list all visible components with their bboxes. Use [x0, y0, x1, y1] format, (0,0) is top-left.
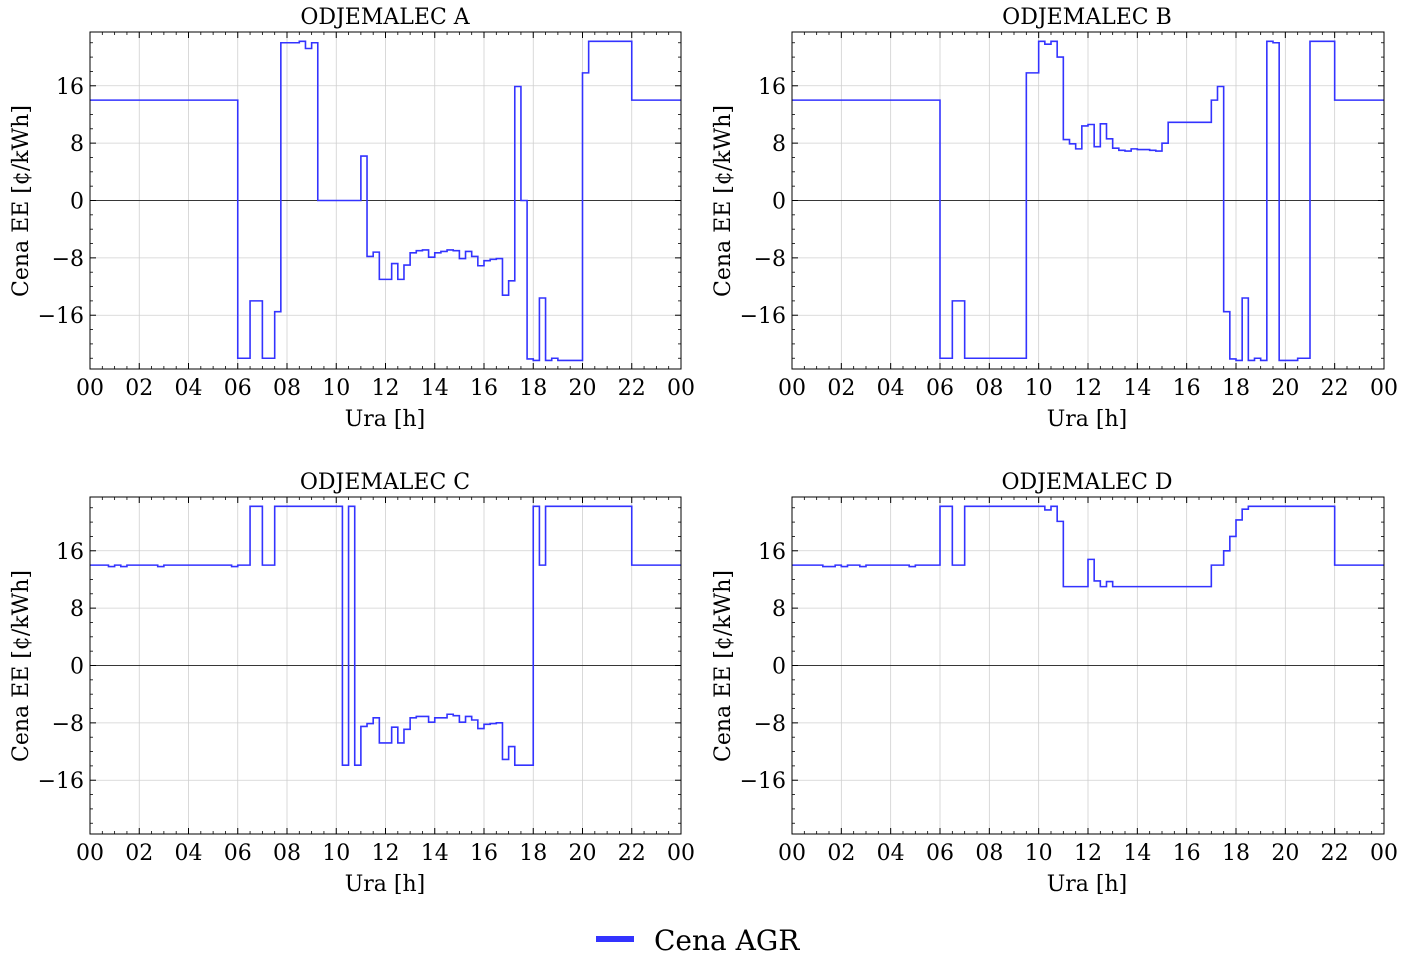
x-tick-label: 00 — [76, 376, 104, 401]
x-tick-label: 04 — [175, 376, 203, 401]
y-tick-label: 16 — [758, 75, 786, 100]
y-tick-label: −16 — [740, 769, 786, 794]
x-tick-label: 16 — [1173, 841, 1201, 866]
series-line-cena-agr — [792, 505, 1384, 588]
subplot-odjemalec-c: ODJEMALEC C Ura [h] Cena EE [¢/kWh] 00 02… — [9, 470, 695, 897]
x-tick-label: 12 — [1074, 841, 1102, 866]
x-tick-label: 06 — [224, 376, 252, 401]
x-axis-label: Ura [h] — [1047, 407, 1128, 432]
x-tick-label: 04 — [877, 376, 905, 401]
x-tick-label: 20 — [1271, 376, 1299, 401]
x-axis-label: Ura [h] — [345, 407, 426, 432]
x-tick-label: 04 — [175, 841, 203, 866]
x-tick-label: 16 — [470, 841, 498, 866]
x-tick-label: 16 — [470, 376, 498, 401]
subplot-title: ODJEMALEC B — [1002, 5, 1172, 30]
y-tick-label: 0 — [70, 655, 84, 680]
x-tick-label: 14 — [1123, 841, 1151, 866]
y-axis-label: Cena EE [¢/kWh] — [9, 105, 34, 297]
y-tick-label: 16 — [758, 540, 786, 565]
y-tick-label: 16 — [56, 540, 84, 565]
x-tick-label: 14 — [421, 376, 449, 401]
x-tick-label: 00 — [778, 841, 806, 866]
x-tick-label: 04 — [877, 841, 905, 866]
x-tick-label: 08 — [975, 376, 1003, 401]
y-tick-label: 0 — [772, 190, 786, 215]
x-tick-label: 08 — [273, 376, 301, 401]
x-tick-label: 18 — [1222, 841, 1250, 866]
subplot-odjemalec-d: ODJEMALEC D Ura [h] Cena EE [¢/kWh] 00 02… — [711, 470, 1398, 897]
plot-frame — [89, 496, 682, 835]
x-tick-label: 06 — [926, 376, 954, 401]
x-tick-label: 14 — [421, 841, 449, 866]
series-line-cena-agr — [90, 505, 681, 766]
legend-label: Cena AGR — [654, 924, 800, 957]
x-tick-label: 12 — [1074, 376, 1102, 401]
x-tick-label: 08 — [975, 841, 1003, 866]
x-tick-label: 18 — [519, 376, 547, 401]
y-tick-label: −8 — [754, 712, 786, 737]
y-tick-label: 8 — [772, 132, 786, 157]
x-tick-label: 20 — [569, 376, 597, 401]
y-tick-label: −8 — [52, 712, 84, 737]
x-tick-label: 10 — [1025, 376, 1053, 401]
x-tick-label: 00 — [76, 841, 104, 866]
x-axis-label: Ura [h] — [1047, 872, 1128, 897]
series-line-cena-agr — [90, 40, 681, 362]
y-axis-label: Cena EE [¢/kWh] — [711, 105, 736, 297]
x-tick-label: 06 — [224, 841, 252, 866]
x-tick-label: 14 — [1123, 376, 1151, 401]
x-tick-label: 20 — [569, 841, 597, 866]
y-tick-label: 8 — [70, 597, 84, 622]
subplot-odjemalec-a: ODJEMALEC A Ura [h] Cena EE [¢/kWh] 00 02… — [9, 5, 695, 432]
x-tick-label: 18 — [519, 841, 547, 866]
y-tick-label: 0 — [70, 190, 84, 215]
y-tick-label: 8 — [70, 132, 84, 157]
x-tick-label: 10 — [322, 376, 350, 401]
x-tick-label: 00 — [667, 376, 695, 401]
y-axis-label: Cena EE [¢/kWh] — [711, 570, 736, 762]
x-tick-label: 22 — [618, 376, 646, 401]
subplot-title: ODJEMALEC A — [300, 5, 470, 30]
x-tick-label: 10 — [322, 841, 350, 866]
x-tick-label: 02 — [827, 376, 855, 401]
y-tick-label: 8 — [772, 597, 786, 622]
x-tick-label: 00 — [778, 376, 806, 401]
x-tick-label: 18 — [1222, 376, 1250, 401]
y-tick-label: −8 — [52, 247, 84, 272]
subplot-title: ODJEMALEC D — [1001, 470, 1172, 495]
legend: Cena AGR — [596, 924, 800, 957]
x-tick-label: 22 — [1321, 841, 1349, 866]
y-tick-label: −16 — [38, 769, 84, 794]
x-tick-label: 22 — [1321, 376, 1349, 401]
x-tick-label: 00 — [1370, 376, 1398, 401]
x-tick-label: 06 — [926, 841, 954, 866]
x-axis-label: Ura [h] — [345, 872, 426, 897]
y-axis-label: Cena EE [¢/kWh] — [9, 570, 34, 762]
x-tick-label: 20 — [1271, 841, 1299, 866]
x-tick-label: 16 — [1173, 376, 1201, 401]
y-tick-label: −16 — [740, 304, 786, 329]
x-tick-label: 12 — [372, 376, 400, 401]
subplot-title: ODJEMALEC C — [300, 470, 470, 495]
plot-frame — [791, 31, 1385, 370]
x-tick-label: 12 — [372, 841, 400, 866]
y-tick-label: −16 — [38, 304, 84, 329]
x-tick-label: 08 — [273, 841, 301, 866]
series-line-cena-agr — [792, 40, 1384, 362]
plot-frame — [791, 496, 1385, 835]
x-tick-label: 10 — [1025, 841, 1053, 866]
x-tick-label: 02 — [125, 376, 153, 401]
y-tick-label: 0 — [772, 655, 786, 680]
y-tick-label: −8 — [754, 247, 786, 272]
y-tick-label: 16 — [56, 75, 84, 100]
plot-frame — [89, 31, 682, 370]
x-tick-label: 02 — [827, 841, 855, 866]
subplot-odjemalec-b: ODJEMALEC B Ura [h] Cena EE [¢/kWh] 00 02… — [711, 5, 1398, 432]
x-tick-label: 22 — [618, 841, 646, 866]
x-tick-label: 00 — [667, 841, 695, 866]
x-tick-label: 02 — [125, 841, 153, 866]
x-tick-label: 00 — [1370, 841, 1398, 866]
